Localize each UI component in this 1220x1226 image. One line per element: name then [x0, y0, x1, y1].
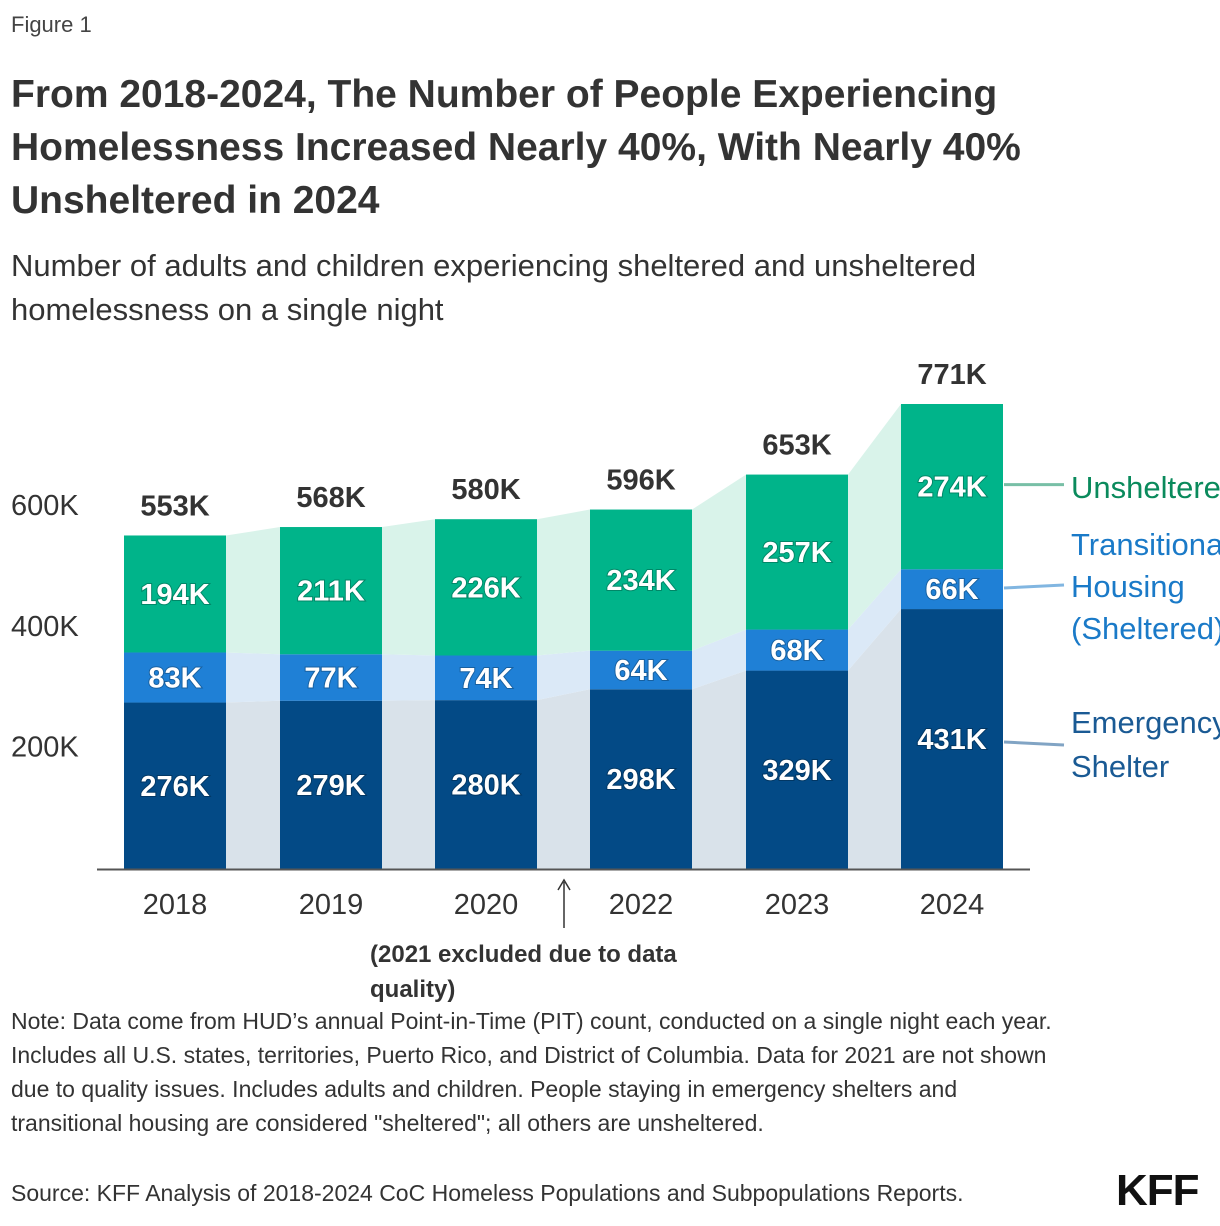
bar-segment — [901, 569, 1003, 610]
bar-segment — [746, 629, 848, 671]
connector-band — [848, 609, 901, 869]
legend-leader-line — [1003, 740, 1065, 747]
connector-band — [226, 700, 280, 869]
legend-transitional-housing-sheltered-: Transitional Housing (Sheltered) — [1071, 527, 1220, 646]
y-tick-label: 200K — [11, 731, 79, 763]
connector-band — [692, 474, 746, 651]
x-tick-label: 2020 — [454, 889, 519, 921]
legend-leader-line — [1003, 583, 1065, 590]
connector-band — [692, 629, 746, 690]
legend-emergency-shelter: Emergency Shelter — [1071, 705, 1220, 784]
connector-band — [537, 689, 590, 869]
y-tick-label: 400K — [11, 611, 79, 643]
chart-source: Source: KFF Analysis of 2018-2024 CoC Ho… — [11, 1180, 964, 1206]
x-tick-label: 2024 — [920, 889, 985, 921]
connector-band — [848, 404, 901, 630]
bar-segment — [280, 527, 382, 655]
total-label: 568K — [296, 482, 365, 514]
connector-band — [382, 700, 435, 869]
total-label: 771K — [917, 359, 986, 391]
data-label: 211K — [297, 576, 365, 608]
bar-segment — [590, 689, 692, 869]
annotation-text: (2021 excluded due to data quality) — [370, 941, 677, 1003]
chart-subtitle: Number of adults and children experienci… — [11, 248, 977, 327]
total-label: 580K — [451, 474, 520, 506]
bar-segment — [280, 700, 382, 869]
bar-segment — [280, 654, 382, 701]
data-label: 194K — [140, 579, 209, 611]
bar-segment — [590, 509, 692, 651]
bar-segment — [435, 519, 537, 656]
data-label: 329K — [762, 755, 831, 787]
connector-band — [226, 652, 280, 703]
x-tick-label: 2023 — [765, 889, 830, 921]
bar-segment — [746, 670, 848, 869]
bar-segment — [124, 535, 226, 653]
data-label: 234K — [606, 565, 675, 597]
y-tick-label: 600K — [11, 490, 79, 522]
x-tick-label: 2018 — [143, 889, 208, 921]
connector-band — [382, 519, 435, 656]
connector-band — [848, 569, 901, 671]
data-label: 280K — [451, 770, 520, 802]
total-label: 596K — [606, 465, 675, 497]
stacked-bar-chart: 276K 279K 280K 298K 329K 431K 83K 77K 74K 64K 68K 6… — [11, 359, 1220, 1003]
chart-note: Note: Data come from HUD’s annual Point-… — [11, 1008, 1052, 1136]
bar-segment — [590, 650, 692, 690]
total-label: 553K — [140, 490, 209, 522]
data-label: 276K — [140, 771, 209, 803]
data-label: 66K — [925, 574, 978, 606]
data-label: 77K — [304, 663, 357, 695]
chart-title: From 2018-2024, The Number of People Exp… — [11, 73, 1021, 222]
data-label: 226K — [451, 572, 520, 604]
connector-band — [537, 509, 590, 656]
kff-logo: KFF — [1116, 1166, 1200, 1215]
data-label: 431K — [917, 724, 986, 756]
connector-band — [382, 654, 435, 701]
x-tick-label: 2022 — [609, 889, 674, 921]
data-label: 298K — [606, 764, 675, 796]
figure-label: Figure 1 — [11, 12, 92, 37]
x-tick-label: 2019 — [299, 889, 364, 921]
bar-segment — [746, 474, 848, 630]
annotation-arrowhead — [557, 878, 571, 891]
bar-segment — [901, 404, 1003, 570]
data-label: 74K — [459, 663, 512, 695]
data-label: 68K — [770, 635, 823, 667]
bar-segment — [435, 700, 537, 869]
data-label: 279K — [296, 770, 365, 802]
data-label: 83K — [148, 663, 201, 695]
data-label: 274K — [917, 472, 986, 504]
legend-unsheltered: Unsheltered — [1071, 470, 1220, 505]
bar-segment — [901, 609, 1003, 869]
connector-band — [537, 650, 590, 701]
data-label: 64K — [614, 655, 667, 687]
bar-segment — [124, 702, 226, 869]
connector-band — [692, 670, 746, 869]
bar-segment — [435, 655, 537, 701]
bar-segment — [124, 652, 226, 703]
total-label: 653K — [762, 430, 831, 462]
data-label: 257K — [762, 537, 831, 569]
connector-band — [226, 527, 280, 655]
